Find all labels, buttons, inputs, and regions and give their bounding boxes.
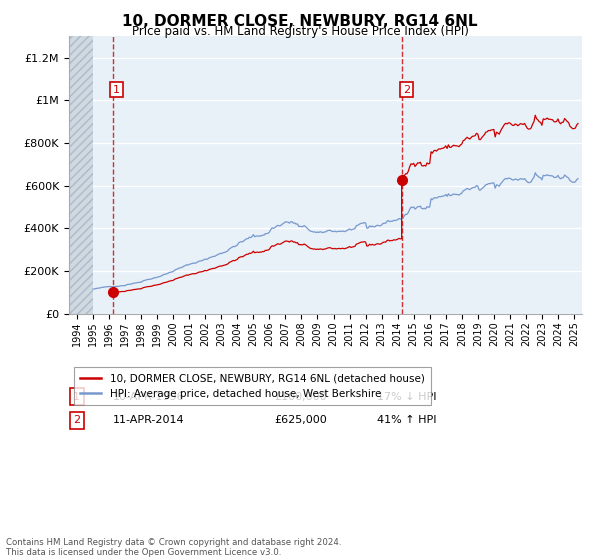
Bar [69, 36, 93, 314]
Text: 41% ↑ HPI: 41% ↑ HPI [377, 416, 436, 426]
Text: Contains HM Land Registry data © Crown copyright and database right 2024.
This d: Contains HM Land Registry data © Crown c… [6, 538, 341, 557]
Text: 2: 2 [403, 85, 410, 95]
Text: 17% ↓ HPI: 17% ↓ HPI [377, 392, 436, 402]
Text: £625,000: £625,000 [274, 416, 327, 426]
Text: 10-APR-1996: 10-APR-1996 [113, 392, 184, 402]
Text: 10, DORMER CLOSE, NEWBURY, RG14 6NL: 10, DORMER CLOSE, NEWBURY, RG14 6NL [122, 14, 478, 29]
Text: £100,000: £100,000 [274, 392, 327, 402]
Text: 11-APR-2014: 11-APR-2014 [113, 416, 184, 426]
Text: 1: 1 [73, 392, 80, 402]
Text: Price paid vs. HM Land Registry's House Price Index (HPI): Price paid vs. HM Land Registry's House … [131, 25, 469, 38]
Text: 2: 2 [73, 416, 80, 426]
Text: 1: 1 [113, 85, 120, 95]
Legend: 10, DORMER CLOSE, NEWBURY, RG14 6NL (detached house), HPI: Average price, detach: 10, DORMER CLOSE, NEWBURY, RG14 6NL (det… [74, 367, 431, 405]
